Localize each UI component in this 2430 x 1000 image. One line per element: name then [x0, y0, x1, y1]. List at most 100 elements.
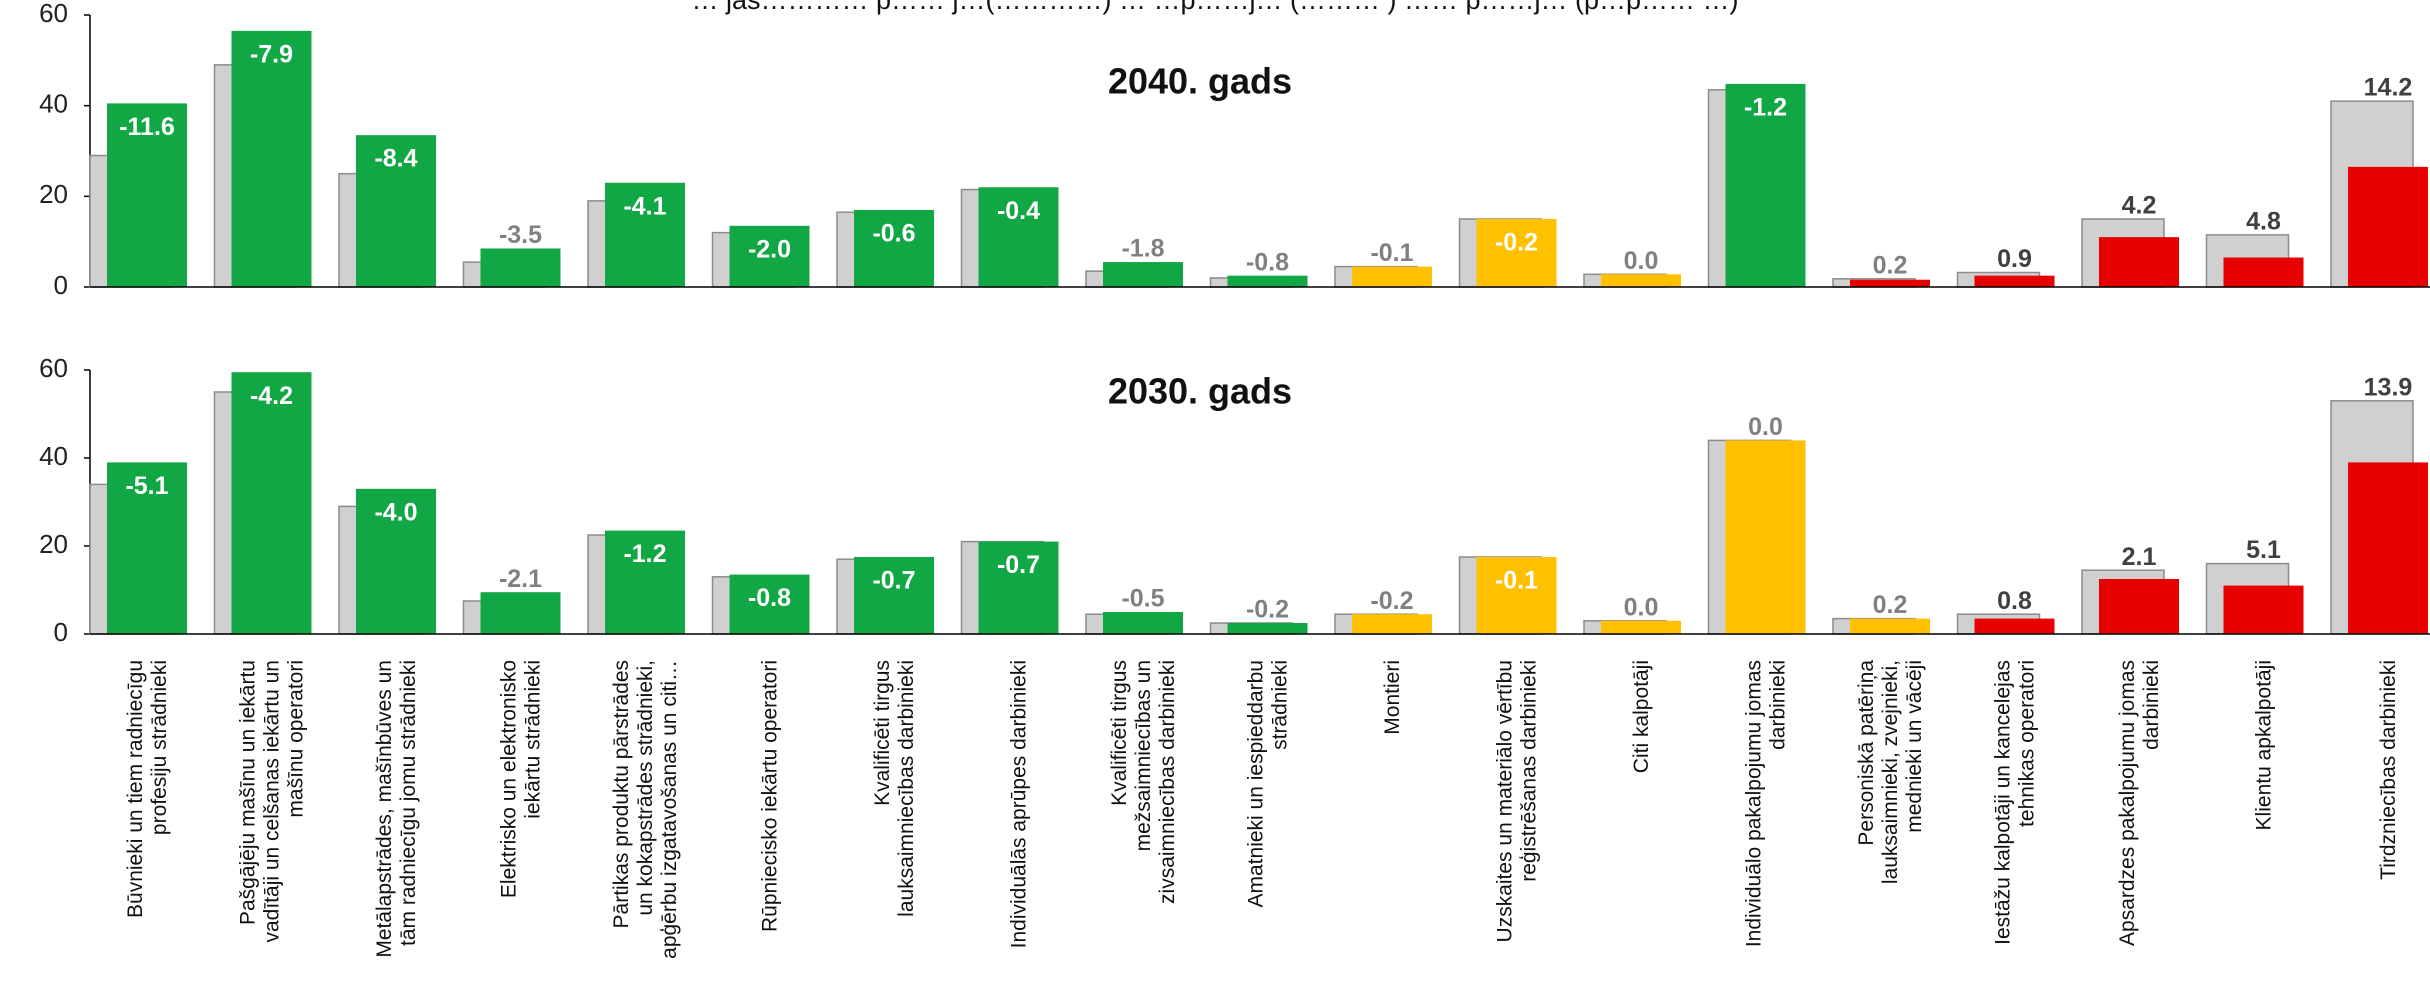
- data-label: -0.8: [1246, 248, 1289, 276]
- data-label: -0.2: [1495, 229, 1538, 257]
- bar-projection: [729, 574, 810, 634]
- data-label: -1.2: [1744, 94, 1787, 122]
- data-label: 4.2: [2122, 192, 2157, 220]
- data-label: -3.5: [499, 221, 542, 249]
- data-label: -7.9: [250, 40, 293, 68]
- bar-projection: [2348, 462, 2428, 634]
- category-label: Montieri: [1381, 660, 1404, 735]
- data-label: -4.2: [250, 382, 293, 410]
- data-label: -0.1: [1370, 239, 1413, 267]
- chart-title: … jas………… p…… j…(…………) … …p……j… (……… ) ……: [691, 0, 1738, 15]
- bar-projection: [1227, 275, 1308, 287]
- bar-projection: [2348, 166, 2428, 287]
- bar-projection: [480, 248, 561, 287]
- data-label: -0.7: [872, 567, 915, 595]
- data-label: -4.0: [374, 498, 417, 526]
- bar-projection: [1352, 266, 1432, 287]
- y-tick-label: 60: [39, 353, 68, 383]
- bar-projection: [1476, 557, 1557, 634]
- data-label: -0.4: [997, 197, 1040, 225]
- data-label: -0.1: [1495, 567, 1538, 595]
- bar-projection: [729, 225, 810, 287]
- data-label: -0.7: [997, 551, 1040, 579]
- bar-projection: [231, 372, 312, 634]
- category-label: Kvalificēti tirgusmežsaimniecības unzivs…: [1108, 660, 1179, 904]
- bar-projection: [2099, 579, 2179, 634]
- data-label: -0.8: [748, 584, 791, 612]
- category-label: Būvnieki un tiem radniecīguprofesiju str…: [124, 660, 171, 918]
- bar-projection: [854, 209, 934, 287]
- data-label: 0.0: [1624, 247, 1659, 275]
- category-label: Pašgājēju mašīnu un iekārtuvadītāji un c…: [237, 660, 308, 943]
- data-label: 2.1: [2122, 543, 2157, 571]
- bar-projection: [2099, 237, 2179, 287]
- panel-title: 2030. gads: [1108, 371, 1292, 412]
- y-tick-label: 20: [39, 179, 68, 209]
- bar-projection: [107, 462, 187, 634]
- bar-projection: [605, 530, 685, 634]
- bar-projection: [1850, 618, 1930, 634]
- data-label: -2.1: [499, 565, 542, 593]
- data-label: -1.8: [1121, 235, 1164, 263]
- category-label: Individuālās aprūpes darbinieki: [1008, 660, 1031, 948]
- data-label: 0.0: [1624, 593, 1659, 621]
- panel-title: 2040. gads: [1108, 61, 1292, 102]
- y-tick-label: 20: [39, 529, 68, 559]
- bar-projection: [1227, 623, 1308, 634]
- data-label: -0.5: [1121, 585, 1164, 613]
- panel-1: 0 20 40 60 2040. gads -11.6 -7.9 -8.4 -3.5 -4.1 -2…: [39, 0, 2430, 300]
- data-label: 5.1: [2246, 536, 2281, 564]
- category-label: Pārtikas produktu pārstrādesun kokapstrā…: [610, 660, 681, 959]
- bar-projection: [356, 135, 436, 287]
- bar-projection: [231, 30, 312, 287]
- y-tick-label: 40: [39, 89, 68, 119]
- bar-projection: [978, 187, 1059, 287]
- category-label: Rūpniecisko iekārtu operatori: [759, 660, 782, 932]
- bar-projection: [1850, 279, 1930, 287]
- data-label: -8.4: [374, 145, 417, 173]
- category-label: Uzskaites un materiālo vērtībureģistrēša…: [1494, 660, 1541, 942]
- category-label: Metālapstrādes, mašīnbūves untām radniec…: [373, 660, 420, 958]
- data-label: -0.2: [1370, 587, 1413, 615]
- data-label: -4.1: [623, 192, 666, 220]
- category-label: Tirdzniecības darbinieki: [2377, 660, 2400, 880]
- bar-projection: [480, 592, 561, 634]
- category-label: Elektrisko un elektroniskoiekārtu strādn…: [498, 660, 545, 898]
- data-label: -5.1: [125, 472, 168, 500]
- bar-projection: [1103, 262, 1183, 287]
- data-label: 4.8: [2246, 207, 2281, 235]
- bar-projection: [2223, 585, 2304, 634]
- data-label: -11.6: [119, 113, 175, 141]
- category-label: Personiskā patēriņalauksaimnieki, zvejni…: [1855, 660, 1926, 884]
- bar-projection: [1974, 275, 2055, 287]
- data-label: -2.0: [748, 235, 791, 263]
- category-label: Iestāžu kalpotāji un kancelejastehnikas …: [1992, 660, 2039, 945]
- y-tick-label: 60: [39, 0, 68, 28]
- bar-projection: [1103, 612, 1183, 634]
- bar-projection: [356, 488, 436, 634]
- bar-projection: [1601, 274, 1681, 287]
- data-label: 14.2: [2364, 74, 2413, 102]
- bar-projection: [1476, 219, 1557, 287]
- category-label: Citi kalpotāji: [1630, 660, 1653, 773]
- bar-projection: [978, 541, 1059, 634]
- data-label: 0.2: [1873, 251, 1908, 279]
- data-label: -1.2: [623, 540, 666, 568]
- bar-projection: [1352, 614, 1432, 634]
- category-label: Klientu apkalpotāji: [2253, 660, 2276, 830]
- category-label: Apsardzes pakalpojumu jomasdarbinieki: [2116, 660, 2163, 946]
- data-label: 0.0: [1748, 413, 1783, 441]
- data-label: 0.2: [1873, 591, 1908, 619]
- y-tick-label: 0: [54, 617, 68, 647]
- bar-projection: [605, 182, 685, 287]
- bar-projection: [2223, 257, 2304, 287]
- data-label: -0.6: [872, 220, 915, 248]
- bar-projection: [1725, 440, 1806, 634]
- data-label: 13.9: [2364, 373, 2413, 401]
- data-label: -0.2: [1246, 596, 1289, 624]
- bar-projection: [107, 103, 187, 288]
- bar-projection: [1725, 83, 1806, 287]
- data-label: 0.9: [1997, 245, 2032, 273]
